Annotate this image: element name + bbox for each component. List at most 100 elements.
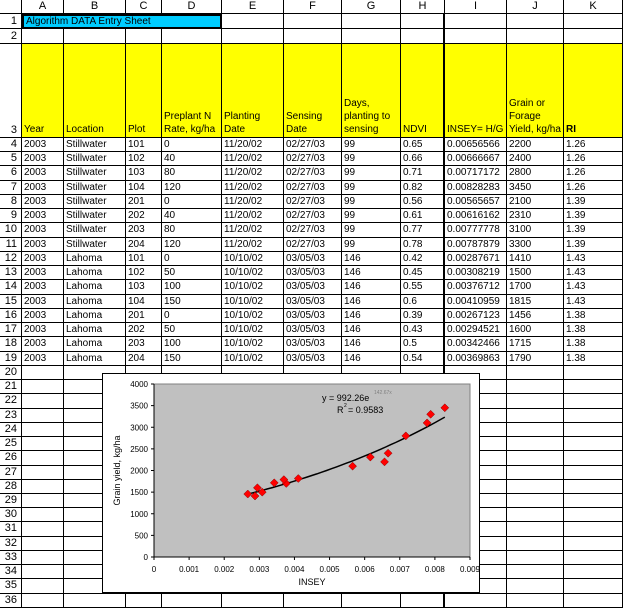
data-cell[interactable]: 202 [126,323,162,338]
data-cell[interactable]: 0.00616162 [445,209,507,224]
data-cell[interactable] [22,508,64,523]
data-cell[interactable]: Lahoma [64,251,126,267]
data-cell[interactable]: 99 [342,237,401,252]
data-cell[interactable] [342,14,401,29]
data-cell[interactable] [22,593,64,608]
data-cell[interactable]: 103 [126,280,162,295]
data-cell[interactable]: 146 [342,308,401,324]
data-cell[interactable]: 03/05/03 [284,337,342,352]
data-cell[interactable] [284,29,342,44]
column-heading[interactable]: Grain or Forage Yield, kg/ha [507,44,564,138]
row-header-22[interactable]: 22 [0,394,22,409]
data-cell[interactable]: 0.00565657 [445,194,507,210]
column-heading[interactable]: Sensing Date [284,44,342,138]
row-header-24[interactable]: 24 [0,422,22,438]
data-cell[interactable] [162,29,222,44]
row-header-34[interactable]: 34 [0,565,22,580]
data-cell[interactable] [507,494,564,509]
data-cell[interactable]: 1456 [507,308,564,324]
data-cell[interactable] [507,380,564,395]
row-header-9[interactable]: 9 [0,209,22,224]
column-header-F[interactable]: F [284,0,342,14]
data-cell[interactable]: 99 [342,209,401,224]
data-cell[interactable]: 02/27/03 [284,223,342,238]
data-cell[interactable]: 2003 [22,308,64,324]
data-cell[interactable] [507,408,564,423]
data-cell[interactable]: 10/10/02 [222,294,284,309]
column-heading[interactable]: Location [64,44,126,138]
data-cell[interactable]: 1.38 [564,308,623,324]
data-cell[interactable]: Lahoma [64,280,126,295]
data-cell[interactable]: 2003 [22,337,64,352]
data-cell[interactable]: 100 [162,337,222,352]
data-cell[interactable]: 10/10/02 [222,323,284,338]
data-cell[interactable] [507,29,564,44]
row-header-20[interactable]: 20 [0,365,22,381]
row-header-6[interactable]: 6 [0,166,22,181]
row-header-1[interactable]: 1 [0,14,22,29]
data-cell[interactable] [401,29,445,44]
data-cell[interactable] [564,29,623,44]
column-heading[interactable]: Preplant N Rate, kg/ha [162,44,222,138]
data-cell[interactable]: 1600 [507,323,564,338]
data-cell[interactable]: 0.54 [401,351,445,366]
data-cell[interactable]: 1.38 [564,323,623,338]
row-header-17[interactable]: 17 [0,323,22,338]
data-cell[interactable]: 104 [126,294,162,309]
data-cell[interactable]: 0.42 [401,251,445,267]
data-cell[interactable]: 0.39 [401,308,445,324]
data-cell[interactable]: Stillwater [64,194,126,210]
data-cell[interactable]: 101 [126,138,162,153]
data-cell[interactable]: 0.00666667 [445,152,507,167]
data-cell[interactable]: 11/20/02 [222,194,284,210]
column-heading[interactable]: Days, planting to sensing [342,44,401,138]
data-cell[interactable] [401,14,445,29]
data-cell[interactable] [564,579,623,594]
data-cell[interactable]: 0.00717172 [445,166,507,181]
data-cell[interactable]: 10/10/02 [222,280,284,295]
data-cell[interactable] [342,593,401,608]
data-cell[interactable]: 2003 [22,180,64,195]
data-cell[interactable]: 0.00787879 [445,237,507,252]
data-cell[interactable]: 0.00376712 [445,280,507,295]
data-cell[interactable] [507,508,564,523]
data-cell[interactable]: 146 [342,280,401,295]
data-cell[interactable] [507,465,564,480]
row-header-19[interactable]: 19 [0,351,22,366]
row-header-8[interactable]: 8 [0,194,22,210]
row-header-10[interactable]: 10 [0,223,22,238]
data-cell[interactable]: 146 [342,294,401,309]
data-cell[interactable]: 02/27/03 [284,237,342,252]
data-cell[interactable] [22,479,64,494]
data-cell[interactable] [445,579,507,594]
column-header-H[interactable]: H [401,0,445,14]
data-cell[interactable] [564,437,623,452]
data-cell[interactable]: Stillwater [64,180,126,195]
data-cell[interactable] [564,465,623,480]
data-cell[interactable] [64,29,126,44]
data-cell[interactable]: 1.26 [564,166,623,181]
data-cell[interactable]: 1.26 [564,152,623,167]
data-cell[interactable] [507,422,564,438]
row-header-4[interactable]: 4 [0,138,22,153]
data-cell[interactable]: 0.00294521 [445,323,507,338]
data-cell[interactable]: 03/05/03 [284,266,342,281]
data-cell[interactable]: 2200 [507,138,564,153]
data-cell[interactable]: 0.00369863 [445,351,507,366]
data-cell[interactable]: 03/05/03 [284,251,342,267]
data-cell[interactable] [564,550,623,566]
data-cell[interactable]: 1.26 [564,180,623,195]
row-header-32[interactable]: 32 [0,536,22,551]
data-cell[interactable] [507,522,564,537]
row-header-14[interactable]: 14 [0,280,22,295]
data-cell[interactable]: 2400 [507,152,564,167]
column-heading[interactable]: Plot [126,44,162,138]
data-cell[interactable]: 02/27/03 [284,138,342,153]
column-heading[interactable]: Planting Date [222,44,284,138]
row-header-16[interactable]: 16 [0,308,22,324]
data-cell[interactable]: 2003 [22,266,64,281]
data-cell[interactable] [22,394,64,409]
data-cell[interactable] [222,29,284,44]
data-cell[interactable]: 120 [162,180,222,195]
data-cell[interactable] [126,593,162,608]
